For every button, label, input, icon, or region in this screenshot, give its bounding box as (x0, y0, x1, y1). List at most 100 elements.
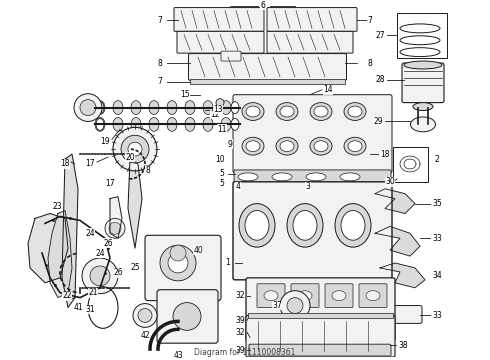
Circle shape (138, 309, 152, 323)
Text: 26: 26 (113, 269, 123, 278)
Circle shape (133, 303, 157, 327)
Ellipse shape (96, 118, 104, 130)
Ellipse shape (287, 204, 323, 247)
Bar (397, 13, 447, 58)
Text: 28: 28 (375, 75, 385, 84)
Ellipse shape (348, 106, 362, 117)
Ellipse shape (95, 101, 105, 114)
Text: 35: 35 (432, 199, 442, 208)
Text: 28: 28 (375, 75, 385, 84)
Ellipse shape (404, 61, 442, 69)
Text: 37: 37 (272, 301, 282, 310)
Text: 23: 23 (52, 202, 62, 211)
Ellipse shape (413, 103, 433, 111)
Ellipse shape (246, 106, 260, 117)
Ellipse shape (185, 117, 195, 131)
Circle shape (121, 135, 149, 163)
Text: 2: 2 (435, 154, 440, 163)
Ellipse shape (335, 204, 371, 247)
Text: 20: 20 (125, 153, 135, 162)
Text: 26: 26 (103, 239, 113, 248)
FancyBboxPatch shape (257, 284, 285, 307)
FancyBboxPatch shape (221, 51, 241, 61)
Text: 24: 24 (85, 229, 95, 238)
Circle shape (109, 222, 121, 234)
Ellipse shape (221, 117, 231, 131)
Text: 33: 33 (432, 234, 442, 243)
Circle shape (170, 245, 186, 261)
Text: 11: 11 (217, 125, 227, 134)
FancyBboxPatch shape (246, 315, 395, 357)
Ellipse shape (167, 101, 177, 114)
FancyBboxPatch shape (267, 8, 357, 31)
Ellipse shape (113, 117, 123, 131)
FancyBboxPatch shape (157, 290, 218, 343)
Ellipse shape (276, 137, 298, 155)
FancyBboxPatch shape (177, 31, 264, 53)
Text: 15: 15 (180, 90, 190, 99)
Text: 38: 38 (398, 341, 408, 350)
Circle shape (173, 303, 201, 330)
Ellipse shape (242, 137, 264, 155)
FancyBboxPatch shape (249, 344, 391, 356)
Circle shape (216, 99, 224, 107)
Text: 30: 30 (385, 177, 395, 186)
Polygon shape (110, 197, 122, 238)
Ellipse shape (276, 103, 298, 121)
Ellipse shape (149, 101, 159, 114)
Bar (248, 314, 393, 319)
Text: Diagram for 11110008361: Diagram for 11110008361 (195, 348, 295, 357)
Circle shape (280, 291, 310, 320)
Text: 40: 40 (193, 246, 203, 255)
Polygon shape (128, 159, 142, 248)
Text: 12: 12 (210, 110, 220, 119)
Circle shape (105, 219, 125, 238)
Text: 5: 5 (220, 170, 224, 179)
FancyBboxPatch shape (291, 284, 319, 307)
Ellipse shape (238, 173, 258, 181)
Circle shape (74, 94, 102, 121)
Ellipse shape (293, 211, 317, 240)
FancyBboxPatch shape (325, 284, 353, 307)
Ellipse shape (314, 141, 328, 152)
FancyBboxPatch shape (388, 306, 422, 323)
Ellipse shape (340, 173, 360, 181)
Text: 6: 6 (261, 1, 266, 10)
Ellipse shape (246, 141, 260, 152)
Text: 8: 8 (146, 166, 150, 175)
Text: 19: 19 (100, 137, 110, 146)
Text: 33: 33 (432, 311, 442, 320)
Ellipse shape (203, 101, 213, 114)
Ellipse shape (314, 106, 328, 117)
Ellipse shape (167, 117, 177, 131)
Text: 9: 9 (227, 140, 232, 149)
Ellipse shape (411, 117, 436, 132)
Ellipse shape (245, 211, 269, 240)
Ellipse shape (341, 211, 365, 240)
Ellipse shape (344, 103, 366, 121)
Text: 7: 7 (158, 77, 163, 86)
Text: 14: 14 (323, 85, 333, 94)
FancyBboxPatch shape (234, 170, 391, 184)
FancyBboxPatch shape (267, 31, 353, 53)
Ellipse shape (149, 117, 159, 131)
Polygon shape (375, 189, 415, 213)
Ellipse shape (280, 106, 294, 117)
FancyBboxPatch shape (145, 235, 221, 301)
Text: 22: 22 (62, 291, 72, 300)
Text: 31: 31 (85, 305, 95, 314)
Text: 43: 43 (173, 351, 183, 360)
Text: 8: 8 (158, 59, 162, 68)
Circle shape (168, 253, 188, 273)
Text: 1: 1 (225, 258, 230, 267)
Ellipse shape (348, 141, 362, 152)
Ellipse shape (366, 291, 380, 301)
Ellipse shape (96, 102, 104, 113)
Bar (393, 147, 428, 182)
Text: 42: 42 (140, 331, 150, 340)
Text: 8: 8 (368, 59, 372, 68)
Circle shape (82, 258, 118, 294)
Circle shape (287, 298, 303, 314)
Text: 3: 3 (306, 182, 311, 191)
Text: 7: 7 (368, 16, 372, 25)
